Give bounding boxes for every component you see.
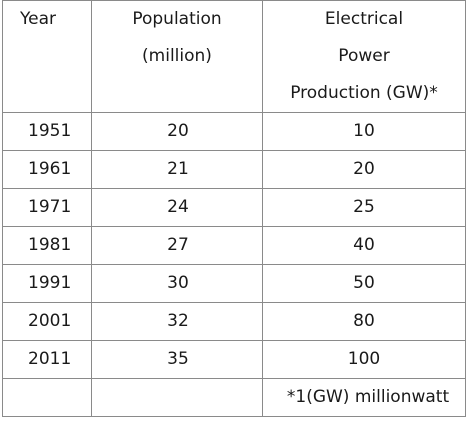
header-row: Year Population (million) Electrical Pow… — [2, 0, 466, 113]
header-power-line-1: Electrical — [324, 9, 404, 29]
cell-power: 20 — [262, 150, 466, 189]
header-power-line-3: Production (GW)* — [290, 83, 438, 103]
header-power-line-2: Power — [338, 46, 390, 66]
cell-power: 10 — [262, 112, 466, 151]
header-year: Year — [2, 0, 92, 113]
cell-power: 25 — [262, 188, 466, 227]
table-row: 2001 32 80 — [2, 302, 466, 341]
cell-power: 80 — [262, 302, 466, 341]
table-row: 1991 30 50 — [2, 264, 466, 303]
table-row: 2011 35 100 — [2, 340, 466, 379]
header-population-line-1: Population — [132, 9, 222, 29]
cell-year: 1971 — [2, 188, 92, 227]
table-row: 1981 27 40 — [2, 226, 466, 265]
header-year-line: Year — [20, 9, 56, 29]
cell-empty — [91, 378, 263, 417]
header-power: Electrical Power Production (GW)* — [262, 0, 466, 113]
footnote: *1(GW) millionwatt — [262, 378, 466, 417]
header-population-line-2: (million) — [142, 46, 212, 66]
population-power-table: Year Population (million) Electrical Pow… — [2, 0, 466, 417]
cell-population: 30 — [91, 264, 263, 303]
cell-power: 50 — [262, 264, 466, 303]
cell-power: 40 — [262, 226, 466, 265]
cell-population: 32 — [91, 302, 263, 341]
table-row: 1961 21 20 — [2, 150, 466, 189]
cell-population: 20 — [91, 112, 263, 151]
cell-year: 1951 — [2, 112, 92, 151]
cell-population: 35 — [91, 340, 263, 379]
cell-year: 1961 — [2, 150, 92, 189]
cell-year: 2011 — [2, 340, 92, 379]
table-row: 1951 20 10 — [2, 112, 466, 151]
cell-year: 1991 — [2, 264, 92, 303]
cell-year: 1981 — [2, 226, 92, 265]
cell-power: 100 — [262, 340, 466, 379]
header-population: Population (million) — [91, 0, 263, 113]
table-row: 1971 24 25 — [2, 188, 466, 227]
footnote-row: *1(GW) millionwatt — [2, 378, 466, 417]
cell-empty — [2, 378, 92, 417]
cell-population: 24 — [91, 188, 263, 227]
cell-year: 2001 — [2, 302, 92, 341]
cell-population: 27 — [91, 226, 263, 265]
cell-population: 21 — [91, 150, 263, 189]
